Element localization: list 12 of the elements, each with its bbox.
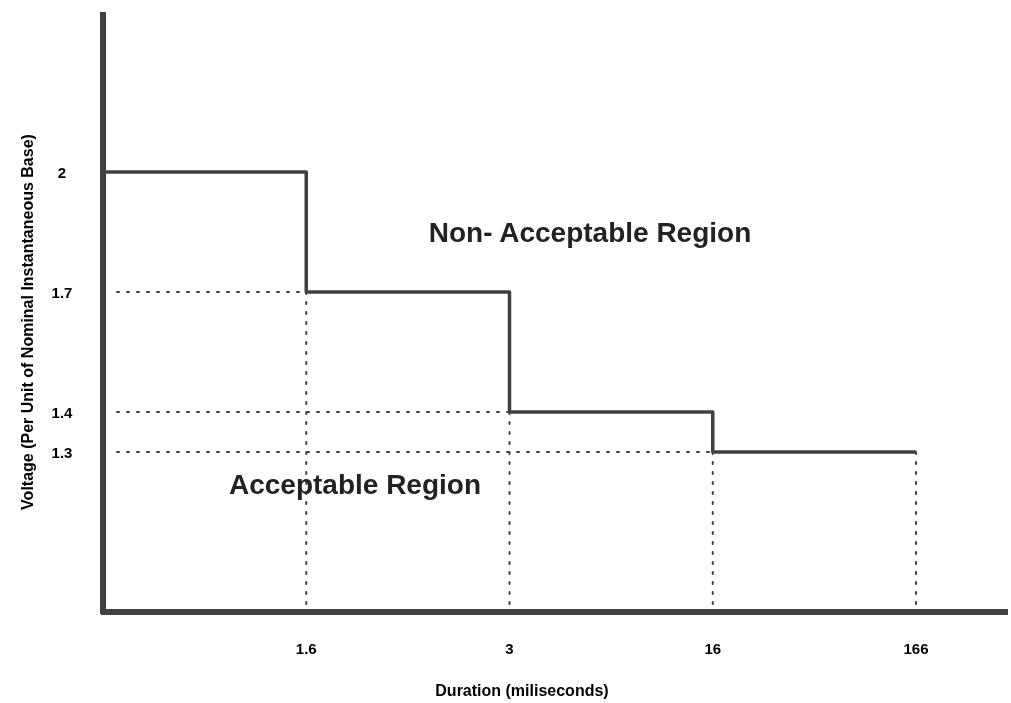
x-tick-label: 1.6 (295, 639, 317, 657)
x-tick-label: 166 (903, 639, 929, 657)
x-tick-label: 3 (505, 639, 514, 657)
x-axis-title: Duration (miliseconds) (435, 681, 609, 699)
x-tick-label: 16 (704, 639, 722, 657)
annotation: Non- Acceptable Region (428, 216, 752, 248)
y-axis-title: Voltage (Per Unit of Nominal Instantaneous Base) (18, 134, 36, 510)
y-tick-label: 1.3 (51, 443, 73, 461)
y-tick-label: 1.4 (51, 403, 74, 421)
y-tick-label: 2 (57, 163, 67, 181)
annotation: Acceptable Region (228, 468, 482, 500)
y-tick-label: 1.7 (51, 283, 73, 301)
